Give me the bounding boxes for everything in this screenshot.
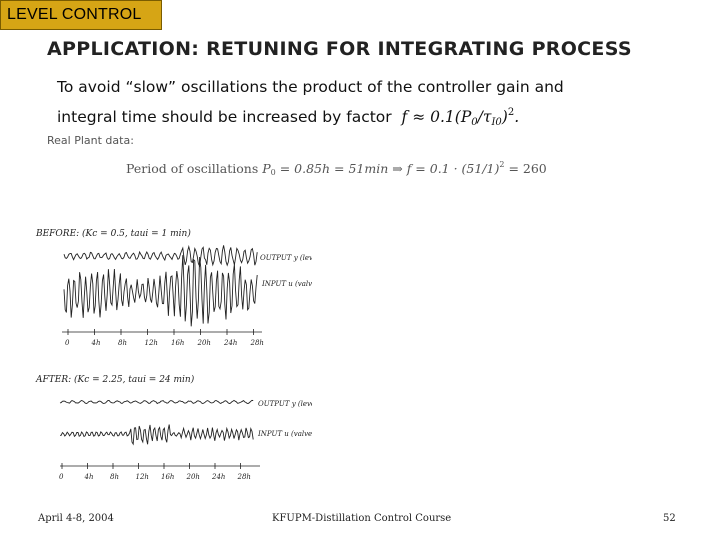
period-formula: Period of oscillations P0 = 0.85h = 51mi… — [126, 160, 547, 177]
oscillation-figure: BEFORE: (Kc = 0.5, taui = 1 min) OUTPUT … — [30, 222, 336, 490]
time-tick-label: 28h — [237, 473, 251, 481]
strip-chart-svg: BEFORE: (Kc = 0.5, taui = 1 min) OUTPUT … — [35, 228, 336, 481]
time-tick-label: 0 — [59, 473, 64, 481]
time-tick-label: 4h — [84, 473, 94, 481]
period-rest: = 0.85h = 51min ⇒ f = 0.1 · (51/1) — [275, 161, 500, 176]
time-tick-label: 24h — [211, 473, 225, 481]
time-tick-label: 8h — [118, 339, 127, 347]
time-tick-label: 16h — [171, 339, 184, 347]
factor-formula-exp: 2 — [507, 107, 515, 118]
before-output-label: OUTPUT y (level) — [260, 254, 312, 262]
time-tick-label: 16h — [161, 473, 174, 481]
after-tick-group: 0 4h 8h 12h 16h 20h 24h 28h — [59, 463, 251, 481]
after-label: AFTER: (Kc = 2.25, taui = 24 min) — [35, 374, 195, 385]
section-tag: LEVEL CONTROL — [0, 0, 162, 30]
time-tick-label: 20h — [197, 339, 211, 347]
before-input-label: INPUT u (valve pos.) — [261, 280, 312, 288]
plant-data-label: Real Plant data: — [47, 134, 134, 147]
before-tick-group: 0 4h 8h 12h 16h 20h 24h 28h — [65, 329, 264, 347]
period-symbol: P — [262, 161, 271, 176]
before-output-trace — [63, 244, 258, 268]
time-tick-label: 20h — [186, 473, 200, 481]
period-sub: 0 — [270, 168, 276, 177]
time-tick-label: 12h — [145, 339, 158, 347]
factor-formula-period: . — [514, 108, 520, 126]
before-input-trace — [63, 255, 258, 327]
footer-course: KFUPM-Distillation Control Course — [272, 513, 452, 524]
before-label: BEFORE: (Kc = 0.5, taui = 1 min) — [35, 228, 191, 239]
time-tick-label: 4h — [91, 339, 101, 347]
time-tick-label: 28h — [250, 339, 264, 347]
factor-formula-sub1: I0 — [491, 117, 502, 128]
page-number: 52 — [663, 513, 676, 524]
after-input-label: INPUT u (valve pos.) — [257, 430, 312, 438]
factor-formula-sub0: 0 — [471, 117, 478, 128]
after-input-trace — [60, 424, 254, 446]
factor-formula: f ≈ 0.1(P0/τI0)2. — [397, 107, 520, 128]
body-line-2: integral time should be increased by fac… — [57, 100, 697, 136]
period-exp: 2 — [499, 160, 505, 169]
factor-formula-end: ) — [501, 108, 508, 126]
time-tick-label: 8h — [110, 473, 119, 481]
time-tick-label: 24h — [223, 339, 237, 347]
section-tag-label: LEVEL CONTROL — [7, 6, 142, 23]
period-prefix: Period of oscillations — [126, 161, 259, 176]
time-tick-label: 12h — [136, 473, 149, 481]
body-line-2-text: integral time should be increased by fac… — [57, 108, 392, 126]
after-output-trace — [59, 399, 254, 405]
footer-date: April 4-8, 2004 — [38, 513, 114, 524]
factor-formula-mid: /τ — [477, 108, 492, 126]
slide-title: APPLICATION: RETUNING FOR INTEGRATING PR… — [47, 38, 632, 60]
factor-formula-main: f ≈ 0.1(P — [401, 108, 472, 126]
body-line-1: To avoid “slow” oscillations the product… — [57, 78, 564, 96]
period-end: = 260 — [504, 161, 547, 176]
time-tick-label: 0 — [65, 339, 70, 347]
after-output-label: OUTPUT y (level) — [258, 400, 312, 408]
slide-body: To avoid “slow” oscillations the product… — [57, 74, 697, 136]
